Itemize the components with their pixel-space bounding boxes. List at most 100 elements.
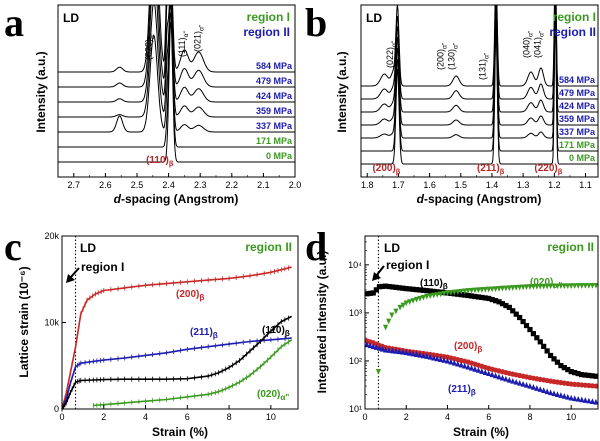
- pressure-label: 584 MPa: [256, 61, 293, 71]
- panel-b-region-i: region I: [553, 10, 596, 24]
- data-point: [403, 286, 409, 292]
- x-tick-label: 2.1: [257, 180, 270, 190]
- data-point: [510, 285, 516, 291]
- data-point: [364, 291, 370, 297]
- data-point: [486, 295, 492, 302]
- x-tick-label: 0: [59, 412, 64, 422]
- data-point: [379, 345, 386, 352]
- data-point: [407, 299, 413, 305]
- panel-a-ylabel: Intensity (a.u.): [34, 51, 48, 132]
- pressure-label: 0 MPa: [266, 151, 293, 161]
- data-point: [465, 363, 471, 370]
- data-point: [513, 378, 519, 385]
- data-point: [376, 345, 383, 351]
- data-point: [565, 283, 571, 290]
- data-point: [379, 283, 386, 290]
- data-point: [513, 284, 519, 291]
- y-tick-label: 20k: [44, 231, 59, 241]
- data-point: [424, 353, 430, 359]
- data-point: [523, 322, 530, 329]
- data-point: [465, 292, 471, 299]
- data-point: [386, 347, 392, 353]
- data-point: [558, 363, 564, 369]
- data-point: [376, 284, 383, 290]
- data-point: [534, 385, 540, 391]
- data-point: [458, 292, 464, 298]
- panel-d-ticks: 0 2 4 6 8 10 10¹ 10² 10³ 10⁴: [348, 241, 576, 422]
- data-point: [370, 343, 376, 350]
- data-point: [586, 283, 592, 289]
- panel-a-chart: 2.7 2.6 2.5 2.4 2.3 2.2 2.1 2.0 LD region I reg…: [34, 4, 301, 206]
- panel-a-region-ii: region II: [243, 25, 290, 39]
- y-tick-label: 0: [54, 404, 59, 414]
- panel-b-region-ii: region II: [549, 25, 596, 39]
- curve-584-mpa: [58, 5, 295, 73]
- data-point: [551, 283, 557, 290]
- curve-479-mpa: [361, 5, 598, 100]
- panel-a-xlabel: d-spacing (Angstrom): [114, 192, 239, 206]
- data-point: [489, 296, 495, 303]
- data-point: [517, 284, 523, 291]
- data-point: [558, 283, 564, 290]
- data-point: [475, 287, 482, 294]
- x-tick-label: 1.1: [579, 180, 592, 190]
- data-point: [410, 298, 416, 304]
- data-point: [472, 287, 478, 294]
- data-point: [486, 286, 492, 293]
- pressure-label: 337 MPa: [256, 121, 293, 131]
- data-point: [492, 298, 499, 304]
- data-point: [468, 293, 475, 299]
- x-tick-label: 2.3: [194, 180, 207, 190]
- data-point: [510, 377, 516, 384]
- data-point: [427, 353, 433, 360]
- panel-b-pressure-labels: 584 MPa 479 MPa 424 MPa 359 MPa 337 MPa 171 M…: [559, 75, 596, 163]
- data-point: [582, 397, 588, 403]
- curve-0-mpa: [361, 14, 598, 165]
- panel-d-data: [364, 236, 599, 409]
- data-point: [561, 393, 567, 399]
- data-point: [496, 299, 502, 305]
- data-point: [400, 302, 406, 309]
- data-point: [407, 350, 413, 356]
- data-point: [455, 289, 461, 295]
- data-point: [386, 283, 392, 290]
- panel-c-region-arrow: [66, 267, 80, 283]
- data-point: [593, 398, 599, 405]
- series-line: [61, 315, 293, 410]
- x-tick-label: 1.7: [392, 180, 405, 190]
- data-point: [541, 343, 547, 349]
- data-point: [489, 371, 495, 378]
- data-point: [506, 285, 512, 292]
- data-point: [503, 302, 509, 309]
- data-point: [403, 300, 409, 307]
- panel-a-peak-labels: (020)α" (111)α" (021)α" (110)β: [143, 24, 205, 168]
- data-point: [496, 373, 502, 380]
- pressure-label: 424 MPa: [559, 101, 596, 111]
- panel-d-chart: 0 2 4 6 8 10 10¹ 10² 10³ 10⁴ LD region I region I…: [315, 235, 599, 439]
- data-point: [482, 295, 488, 301]
- data-point: [383, 346, 389, 353]
- y-tick-label: 10²: [349, 356, 362, 366]
- series-line: [61, 337, 292, 410]
- data-point: [593, 282, 599, 289]
- pressure-label: 584 MPa: [559, 75, 596, 85]
- data-point: [373, 344, 379, 350]
- data-point: [499, 285, 506, 292]
- data-point: [489, 286, 495, 293]
- panel-d-series-labels: (110)β (020)α" (200)β (211)β: [420, 277, 562, 397]
- x-tick-label: 1.3: [517, 180, 530, 190]
- pressure-label: 171 MPa: [559, 140, 596, 150]
- panel-b-xlabel-rest: -spacing (Angstrom): [424, 192, 541, 206]
- peak-label: (022)α": [385, 40, 398, 68]
- data-point: [520, 284, 526, 291]
- data-point: [413, 296, 420, 303]
- y-tick-label: 10¹: [349, 404, 362, 414]
- data-point: [496, 286, 502, 292]
- data-point: [565, 393, 571, 400]
- data-point: [431, 354, 437, 361]
- x-tick-label: 10: [266, 412, 276, 422]
- data-point: [417, 295, 423, 302]
- data-point: [572, 283, 578, 289]
- x-tick-label: 2.7: [68, 180, 81, 190]
- pressure-label: 359 MPa: [559, 114, 596, 124]
